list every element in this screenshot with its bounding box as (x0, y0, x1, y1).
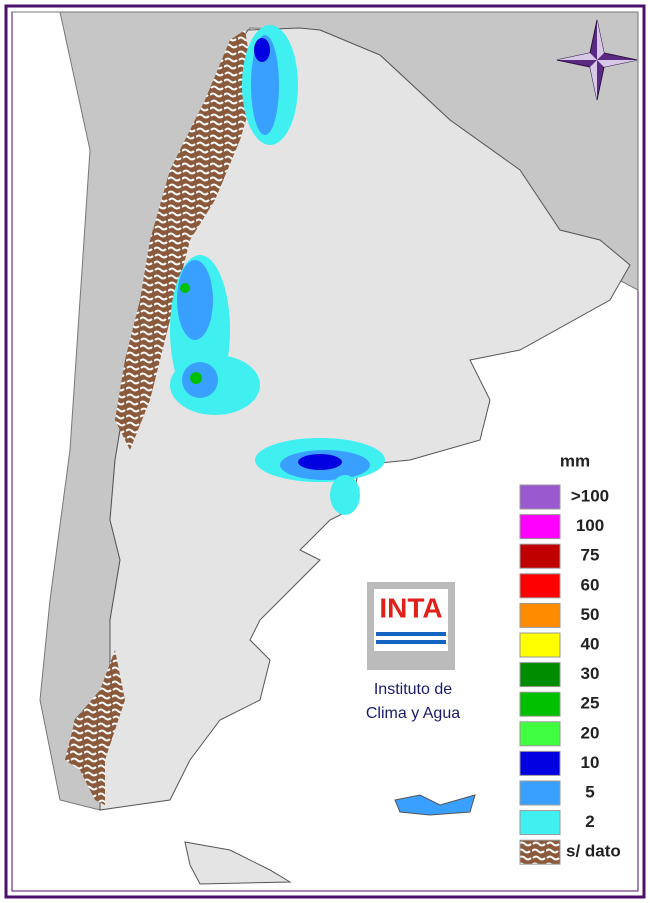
logo-stripe (376, 640, 446, 644)
legend-swatch (519, 750, 561, 776)
legend-swatch (519, 514, 561, 540)
legend-label: 25 (581, 694, 600, 713)
legend-label: 50 (581, 605, 600, 624)
legend-swatch (519, 662, 561, 688)
precipitation (170, 25, 385, 515)
legend-swatch (519, 484, 561, 510)
logo-acronym: INTA (379, 592, 442, 623)
legend-swatch (519, 691, 561, 717)
legend-label: 60 (581, 575, 600, 594)
legend-swatch (519, 573, 561, 599)
compass (556, 19, 638, 101)
logo-stripe (376, 632, 446, 636)
legend-swatch (519, 721, 561, 747)
legend: >100 100 75 60 50 40 30 25 20 10 5 2 s/ dato (519, 484, 621, 865)
legend-label: 40 (581, 634, 600, 653)
legend-label: 20 (581, 723, 600, 742)
institute-line: Instituto de (374, 681, 452, 698)
legend-swatch (519, 543, 561, 569)
islands (394, 794, 476, 816)
legend-label: 10 (581, 753, 600, 772)
tierra-del-fuego (184, 841, 292, 885)
legend-swatch (519, 839, 561, 865)
argentina (69, 27, 631, 811)
legend-label: 100 (576, 516, 604, 535)
legend-swatch (519, 810, 561, 836)
legend-label: 30 (581, 664, 600, 683)
legend-swatch (519, 780, 561, 806)
no-data-area (65, 650, 125, 805)
legend-label: 2 (585, 812, 594, 831)
legend-swatch (519, 632, 561, 658)
institute-line: Clima y Agua (366, 705, 460, 722)
legend-unit: mm (560, 451, 590, 470)
no-data-area (115, 30, 255, 450)
legend-label: s/ dato (566, 842, 621, 861)
legend-label: >100 (571, 486, 609, 505)
legend-label: 5 (585, 782, 594, 801)
legend-swatch (519, 602, 561, 628)
legend-label: 75 (581, 546, 600, 565)
